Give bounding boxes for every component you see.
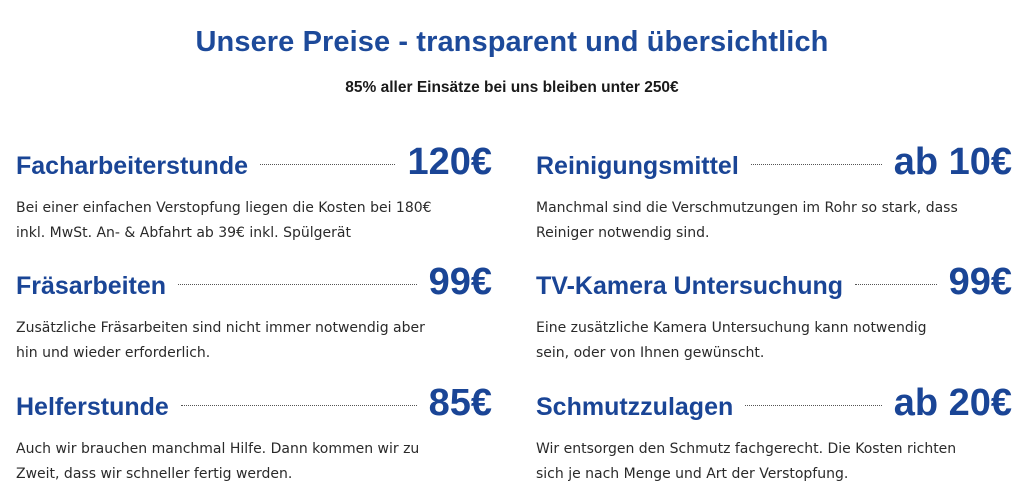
price-head: Helferstunde 85€ — [16, 381, 492, 425]
description-line: sein, oder von Ihnen gewünscht. — [536, 345, 765, 361]
price-item-fraesarbeiten: Fräsarbeiten 99€ Zusätzliche Fräsarbeite… — [16, 260, 492, 366]
description-line: Auch wir brauchen manchmal Hilfe. Dann k… — [16, 441, 420, 457]
description-line: sich je nach Menge und Art der Verstopfu… — [536, 466, 849, 482]
dotted-leader — [750, 164, 882, 165]
price-description: Bei einer einfachen Verstopfung liegen d… — [16, 196, 492, 246]
price-item-facharbeiterstunde: Facharbeiterstunde 120€ Bei einer einfac… — [16, 140, 492, 246]
price-name: Fräsarbeiten — [16, 272, 167, 300]
price-value: 85€ — [428, 382, 492, 424]
price-description: Eine zusätzliche Kamera Untersuchung kan… — [536, 316, 1012, 366]
price-value: 99€ — [428, 261, 492, 303]
price-value: 99€ — [948, 261, 1012, 303]
description-line: Bei einer einfachen Verstopfung liegen d… — [16, 200, 432, 216]
dotted-leader — [260, 164, 396, 165]
description-line: Wir entsorgen den Schmutz fachgerecht. D… — [536, 441, 957, 457]
price-name: Reinigungsmittel — [536, 152, 739, 180]
price-description: Auch wir brauchen manchmal Hilfe. Dann k… — [16, 437, 492, 487]
price-value: ab 20€ — [893, 382, 1012, 424]
price-head: Reinigungsmittel ab 10€ — [536, 140, 1012, 184]
price-head: Fräsarbeiten 99€ — [16, 260, 492, 304]
description-line: Manchmal sind die Verschmutzungen im Roh… — [536, 200, 958, 216]
price-name: Helferstunde — [16, 393, 169, 421]
price-name: Facharbeiterstunde — [16, 152, 249, 180]
price-name: TV-Kamera Untersuchung — [536, 272, 844, 300]
price-item-tv-kamera-untersuchung: TV-Kamera Untersuchung 99€ Eine zusätzli… — [536, 260, 1012, 366]
price-description: Manchmal sind die Verschmutzungen im Roh… — [536, 196, 1012, 246]
price-head: Facharbeiterstunde 120€ — [16, 140, 492, 184]
price-name: Schmutzzulagen — [536, 393, 734, 421]
description-line: Reiniger notwendig sind. — [536, 225, 710, 241]
dotted-leader — [855, 284, 937, 285]
description-line: Eine zusätzliche Kamera Untersuchung kan… — [536, 320, 927, 336]
price-item-schmutzzulagen: Schmutzzulagen ab 20€ Wir entsorgen den … — [536, 381, 1012, 487]
description-line: Zweit, dass wir schneller fertig werden. — [16, 466, 293, 482]
page-title: Unsere Preise - transparent und übersich… — [195, 26, 829, 58]
price-value: 120€ — [407, 141, 492, 183]
price-description: Wir entsorgen den Schmutz fachgerecht. D… — [536, 437, 1012, 487]
dotted-leader — [745, 405, 882, 406]
price-description: Zusätzliche Fräsarbeiten sind nicht imme… — [16, 316, 492, 366]
dotted-leader — [180, 405, 417, 406]
description-line: Zusätzliche Fräsarbeiten sind nicht imme… — [16, 320, 425, 336]
description-line: hin und wieder erforderlich. — [16, 345, 211, 361]
dotted-leader — [178, 284, 417, 285]
description-line: inkl. MwSt. An- & Abfahrt ab 39€ inkl. S… — [16, 225, 351, 241]
price-head: TV-Kamera Untersuchung 99€ — [536, 260, 1012, 304]
price-value: ab 10€ — [893, 141, 1012, 183]
price-head: Schmutzzulagen ab 20€ — [536, 381, 1012, 425]
page-subtitle: 85% aller Einsätze bei uns bleiben unter… — [345, 79, 679, 96]
price-item-reinigungsmittel: Reinigungsmittel ab 10€ Manchmal sind di… — [536, 140, 1012, 246]
price-item-helferstunde: Helferstunde 85€ Auch wir brauchen manch… — [16, 381, 492, 487]
